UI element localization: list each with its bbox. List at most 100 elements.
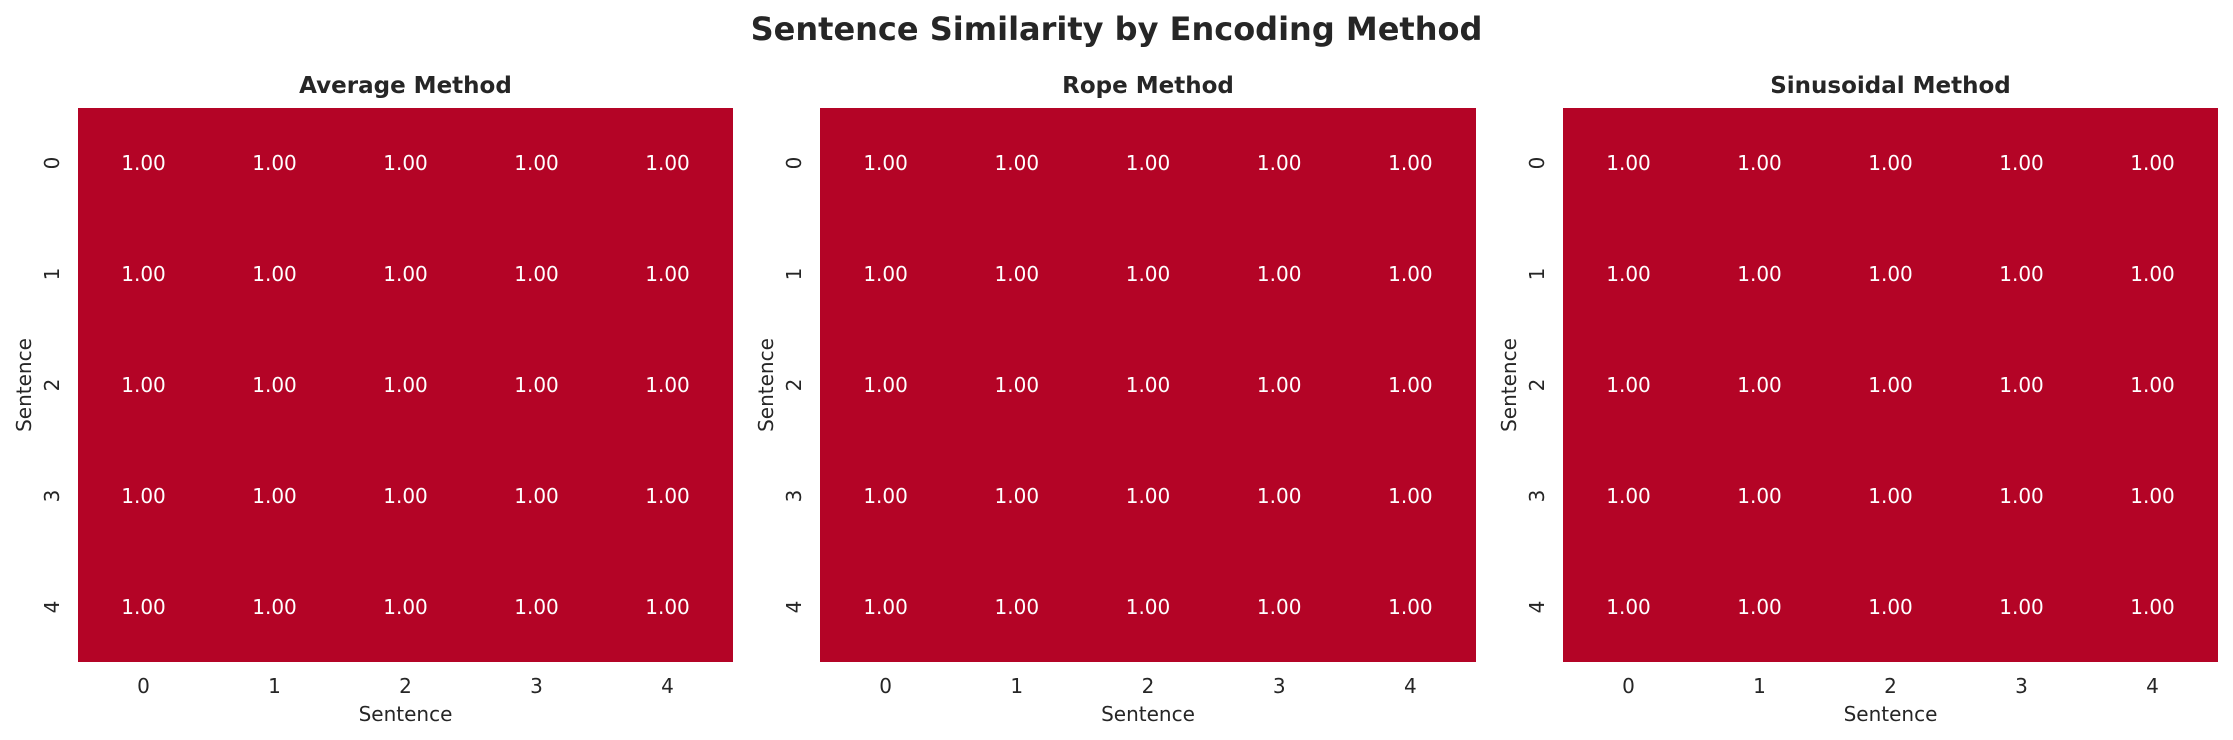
x-axis-label: Sentence bbox=[358, 702, 453, 726]
heatmap-cell: 1.00 bbox=[1694, 440, 1825, 552]
heatmap-cell: 1.00 bbox=[340, 329, 471, 441]
heatmap-cell: 1.00 bbox=[78, 329, 209, 441]
y-tick-label: 3 bbox=[782, 489, 806, 503]
heatmap-cell: 1.00 bbox=[1956, 218, 2087, 330]
heatmap-cell: 1.00 bbox=[1213, 218, 1345, 330]
heatmap-cell: 1.00 bbox=[1694, 329, 1825, 441]
heatmap-cell: 1.00 bbox=[1694, 551, 1825, 662]
heatmap-cell: 1.00 bbox=[78, 440, 209, 552]
sinusoidal-method-heatmap: 1.00 1.00 1.00 1.00 1.00 1.00 1.00 1.00 1.00 1.00… bbox=[1563, 108, 2218, 662]
heatmap-cell: 1.00 bbox=[1213, 329, 1345, 441]
heatmap-cell: 1.00 bbox=[1082, 551, 1214, 662]
heatmap-cell: 1.00 bbox=[1082, 218, 1214, 330]
heatmap-cell: 1.00 bbox=[1082, 440, 1214, 552]
rope-method-title: Rope Method bbox=[1062, 73, 1234, 99]
heatmap-cell: 1.00 bbox=[602, 108, 733, 219]
heatmap-cell: 1.00 bbox=[951, 218, 1083, 330]
heatmap-cell: 1.00 bbox=[1213, 440, 1345, 552]
x-axis-label: Sentence bbox=[1101, 702, 1195, 726]
heatmap-cell: 1.00 bbox=[1344, 218, 1476, 330]
heatmap-cell: 1.00 bbox=[1694, 218, 1825, 330]
heatmap-cell: 1.00 bbox=[1956, 108, 2087, 219]
heatmap-cell: 1.00 bbox=[340, 218, 471, 330]
heatmap-cell: 1.00 bbox=[1956, 551, 2087, 662]
x-axis-label: Sentence bbox=[1843, 702, 1938, 726]
heatmap-cell: 1.00 bbox=[340, 108, 471, 219]
y-tick-label: 1 bbox=[1525, 267, 1549, 281]
x-tick-label: 3 bbox=[530, 674, 543, 698]
heatmap-cell: 1.00 bbox=[951, 440, 1083, 552]
average-method-title: Average Method bbox=[299, 73, 512, 99]
heatmap-cell: 1.00 bbox=[1563, 108, 1694, 219]
heatmap-cell: 1.00 bbox=[820, 551, 952, 662]
heatmap-cell: 1.00 bbox=[471, 329, 602, 441]
heatmap-cell: 1.00 bbox=[78, 218, 209, 330]
y-axis-label: Sentence bbox=[754, 338, 778, 432]
x-tick-label: 1 bbox=[1753, 674, 1766, 698]
y-tick-label: 1 bbox=[40, 267, 64, 281]
x-tick-label: 3 bbox=[2015, 674, 2028, 698]
x-tick-label: 0 bbox=[1622, 674, 1635, 698]
y-tick-label: 2 bbox=[1525, 378, 1549, 392]
heatmap-cell: 1.00 bbox=[1213, 108, 1345, 219]
y-tick-label: 3 bbox=[1525, 489, 1549, 503]
x-tick-label: 2 bbox=[399, 674, 412, 698]
heatmap-cell: 1.00 bbox=[2087, 108, 2218, 219]
heatmap-cell: 1.00 bbox=[951, 551, 1083, 662]
heatmap-cell: 1.00 bbox=[471, 551, 602, 662]
heatmap-cell: 1.00 bbox=[820, 108, 952, 219]
heatmap-cell: 1.00 bbox=[1825, 551, 1956, 662]
x-tick-label: 0 bbox=[137, 674, 150, 698]
heatmap-cell: 1.00 bbox=[340, 551, 471, 662]
x-tick-label: 0 bbox=[879, 674, 892, 698]
heatmap-cell: 1.00 bbox=[209, 108, 340, 219]
rope-method-heatmap: 1.00 1.00 1.00 1.00 1.00 1.00 1.00 1.00 1.00 1.00… bbox=[820, 108, 1476, 662]
average-method-heatmap: 1.00 1.00 1.00 1.00 1.00 1.00 1.00 1.00 1.00 1.00… bbox=[78, 108, 733, 662]
heatmap-cell: 1.00 bbox=[1563, 440, 1694, 552]
heatmap-cell: 1.00 bbox=[209, 551, 340, 662]
y-tick-label: 4 bbox=[40, 600, 64, 613]
heatmap-cell: 1.00 bbox=[1825, 108, 1956, 219]
heatmap-cell: 1.00 bbox=[820, 329, 952, 441]
heatmap-cell: 1.00 bbox=[340, 440, 471, 552]
heatmap-cell: 1.00 bbox=[1344, 440, 1476, 552]
y-tick-label: 4 bbox=[782, 600, 806, 613]
heatmap-cell: 1.00 bbox=[78, 551, 209, 662]
heatmap-cell: 1.00 bbox=[1956, 329, 2087, 441]
y-tick-label: 1 bbox=[782, 267, 806, 281]
heatmap-cell: 1.00 bbox=[1563, 551, 1694, 662]
heatmap-cell: 1.00 bbox=[1082, 108, 1214, 219]
x-tick-label: 4 bbox=[661, 674, 674, 698]
heatmap-cell: 1.00 bbox=[1082, 329, 1214, 441]
heatmap-cell: 1.00 bbox=[1344, 329, 1476, 441]
heatmap-cell: 1.00 bbox=[2087, 218, 2218, 330]
heatmap-cell: 1.00 bbox=[2087, 329, 2218, 441]
x-tick-label: 3 bbox=[1272, 674, 1286, 698]
heatmap-cell: 1.00 bbox=[1694, 108, 1825, 219]
heatmap-cell: 1.00 bbox=[1956, 440, 2087, 552]
y-tick-label: 0 bbox=[1525, 157, 1549, 170]
heatmap-cell: 1.00 bbox=[1344, 551, 1476, 662]
heatmap-cell: 1.00 bbox=[2087, 440, 2218, 552]
heatmap-cell: 1.00 bbox=[951, 108, 1083, 219]
heatmap-cell: 1.00 bbox=[78, 108, 209, 219]
heatmap-cell: 1.00 bbox=[1344, 108, 1476, 219]
heatmap-cell: 1.00 bbox=[951, 329, 1083, 441]
heatmap-cell: 1.00 bbox=[602, 218, 733, 330]
heatmap-cell: 1.00 bbox=[209, 218, 340, 330]
heatmap-cell: 1.00 bbox=[602, 440, 733, 552]
y-tick-label: 4 bbox=[1525, 600, 1549, 613]
y-tick-label: 3 bbox=[40, 489, 64, 503]
heatmap-cell: 1.00 bbox=[820, 440, 952, 552]
y-axis-label: Sentence bbox=[12, 338, 36, 432]
y-tick-label: 2 bbox=[782, 378, 806, 392]
x-tick-label: 4 bbox=[1404, 674, 1417, 698]
heatmap-cell: 1.00 bbox=[209, 440, 340, 552]
heatmap-cell: 1.00 bbox=[820, 218, 952, 330]
heatmap-cell: 1.00 bbox=[471, 440, 602, 552]
sinusoidal-method-title: Sinusoidal Method bbox=[1770, 73, 2011, 99]
heatmap-cell: 1.00 bbox=[1825, 440, 1956, 552]
heatmap-cell: 1.00 bbox=[1825, 218, 1956, 330]
figure-title: Sentence Similarity by Encoding Method bbox=[750, 10, 1483, 48]
x-tick-label: 2 bbox=[1884, 674, 1897, 698]
